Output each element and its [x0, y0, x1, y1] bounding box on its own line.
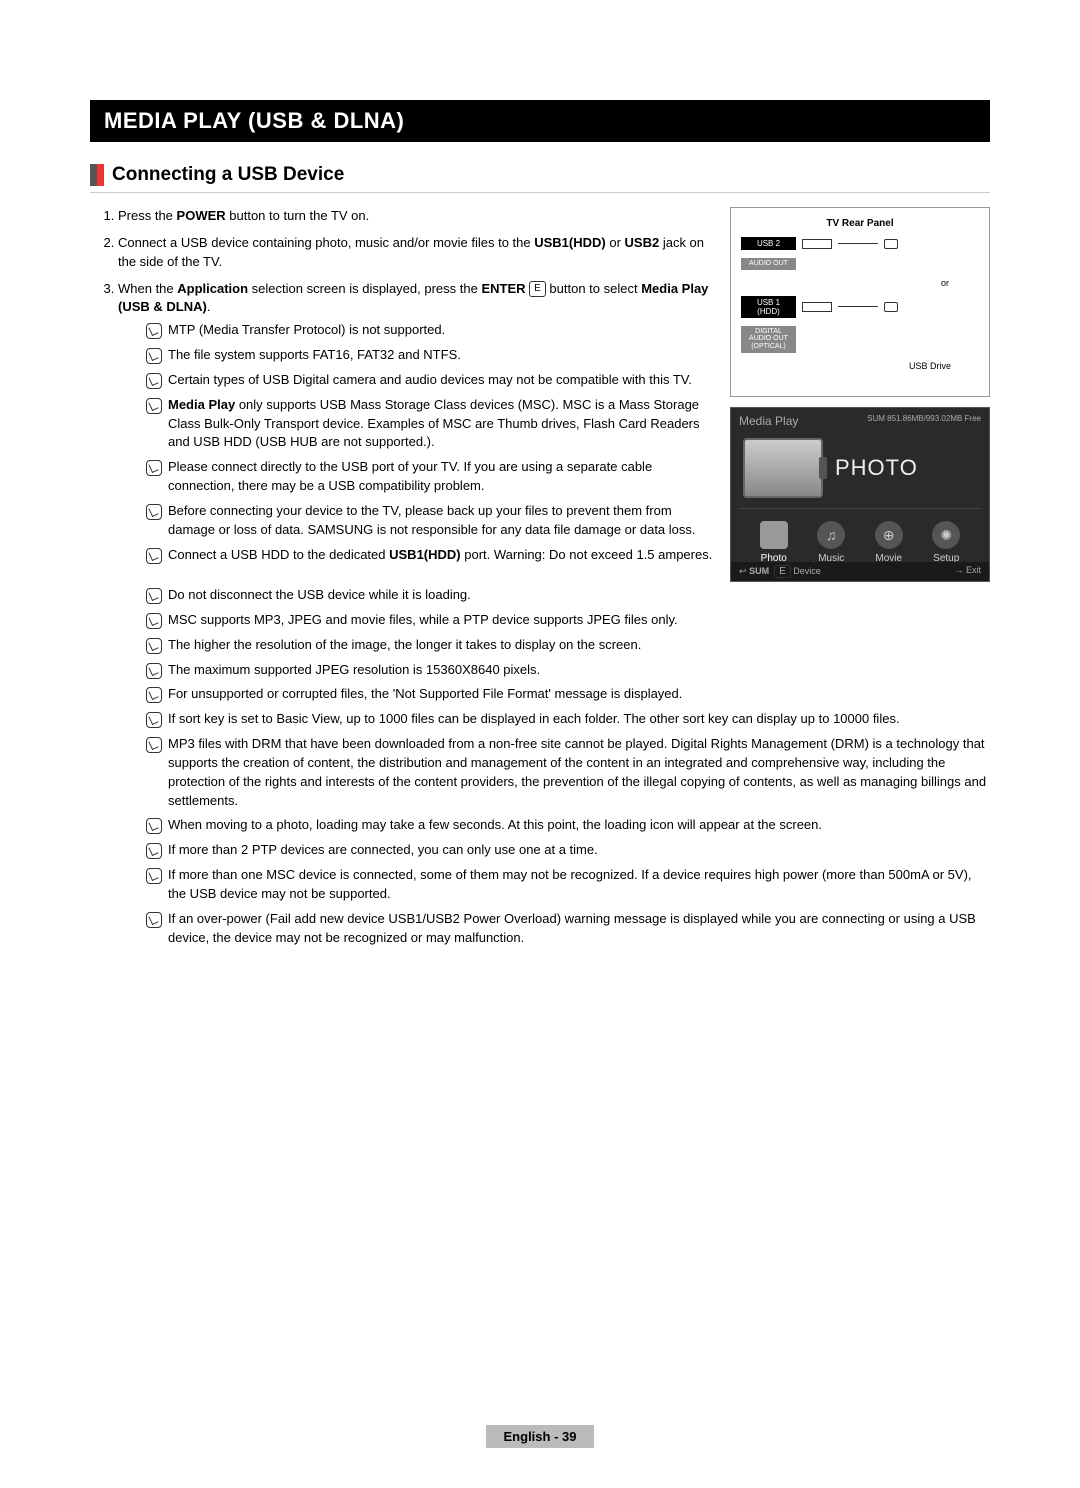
note-item: Please connect directly to the USB port … — [146, 458, 716, 496]
or-label: or — [911, 278, 979, 288]
setup-icon: ✺ — [932, 521, 960, 549]
chapter-heading: MEDIA PLAY (USB & DLNA) — [90, 100, 990, 142]
notes-fullwidth: Do not disconnect the USB device while i… — [118, 586, 990, 948]
note-item: If more than one MSC device is connected… — [146, 866, 990, 904]
page-number: English - 39 — [486, 1425, 595, 1448]
side-column: TV Rear Panel USB 2 AUDIO OUT or USB 1 (… — [730, 207, 990, 582]
mp-title: Media Play — [739, 414, 798, 428]
mp-main-label: PHOTO — [835, 455, 918, 481]
note-item: For unsupported or corrupted files, the … — [146, 685, 990, 704]
manual-page: MEDIA PLAY (USB & DLNA) Connecting a USB… — [0, 0, 1080, 1488]
rear-panel-diagram: TV Rear Panel USB 2 AUDIO OUT or USB 1 (… — [730, 207, 990, 397]
text-column: Press the POWER button to turn the TV on… — [90, 207, 716, 582]
mp-icon-row: Photo ♫Music ⊕Movie ✺Setup — [739, 508, 981, 568]
movie-icon: ⊕ — [875, 521, 903, 549]
return-icon: ↩ — [739, 566, 747, 576]
step-2: Connect a USB device containing photo, m… — [118, 234, 716, 272]
mp-setup-tab: ✺Setup — [918, 521, 976, 564]
note-item: If more than 2 PTP devices are connected… — [146, 841, 990, 860]
port-usb1-row: USB 1 (HDD) — [741, 296, 979, 318]
section-heading-row: Connecting a USB Device — [90, 164, 990, 193]
media-play-screenshot: Media Play SUM 851.86MB/993.02MB Free PH… — [730, 407, 990, 582]
section-marker — [90, 164, 104, 186]
note-item: If an over-power (Fail add new device US… — [146, 910, 990, 948]
note-item: MSC supports MP3, JPEG and movie files, … — [146, 611, 990, 630]
port-usb2-row: USB 2 — [741, 237, 979, 250]
note-item: Certain types of USB Digital camera and … — [146, 371, 716, 390]
usb-drive-label: USB Drive — [881, 361, 979, 371]
camera-icon — [743, 438, 823, 498]
photo-icon — [760, 521, 788, 549]
note-item: When moving to a photo, loading may take… — [146, 816, 990, 835]
usb-slot-icon — [802, 239, 832, 249]
note-item: The higher the resolution of the image, … — [146, 636, 990, 655]
note-item: Before connecting your device to the TV,… — [146, 502, 716, 540]
mp-music-tab: ♫Music — [803, 521, 861, 564]
note-item: Connect a USB HDD to the dedicated USB1(… — [146, 546, 716, 565]
mp-photo-tab: Photo — [745, 521, 803, 564]
step-3: When the Application selection screen is… — [118, 280, 716, 565]
mp-movie-tab: ⊕Movie — [860, 521, 918, 564]
notes-list-a: MTP (Media Transfer Protocol) is not sup… — [118, 321, 716, 564]
note-item: If sort key is set to Basic View, up to … — [146, 710, 990, 729]
enter-icon: E — [774, 565, 791, 578]
note-item: The maximum supported JPEG resolution is… — [146, 661, 990, 680]
content-row: Press the POWER button to turn the TV on… — [90, 207, 990, 582]
notes-list-b: Do not disconnect the USB device while i… — [118, 586, 990, 948]
usb-slot-icon — [802, 302, 832, 312]
section-title: Connecting a USB Device — [112, 164, 344, 186]
enter-icon: E — [529, 281, 546, 298]
cable-icon — [838, 306, 878, 307]
page-footer: English - 39 — [0, 1425, 1080, 1448]
cable-icon — [838, 243, 878, 244]
note-item: Media Play only supports USB Mass Storag… — [146, 396, 716, 453]
step-1: Press the POWER button to turn the TV on… — [118, 207, 716, 226]
usb-plug-icon — [884, 239, 898, 249]
diagram-title: TV Rear Panel — [741, 218, 979, 229]
music-icon: ♫ — [817, 521, 845, 549]
steps-list: Press the POWER button to turn the TV on… — [90, 207, 716, 565]
note-item: MTP (Media Transfer Protocol) is not sup… — [146, 321, 716, 340]
usb-plug-icon — [884, 302, 898, 312]
note-item: Do not disconnect the USB device while i… — [146, 586, 990, 605]
note-item: MP3 files with DRM that have been downlo… — [146, 735, 990, 810]
note-item: The file system supports FAT16, FAT32 an… — [146, 346, 716, 365]
